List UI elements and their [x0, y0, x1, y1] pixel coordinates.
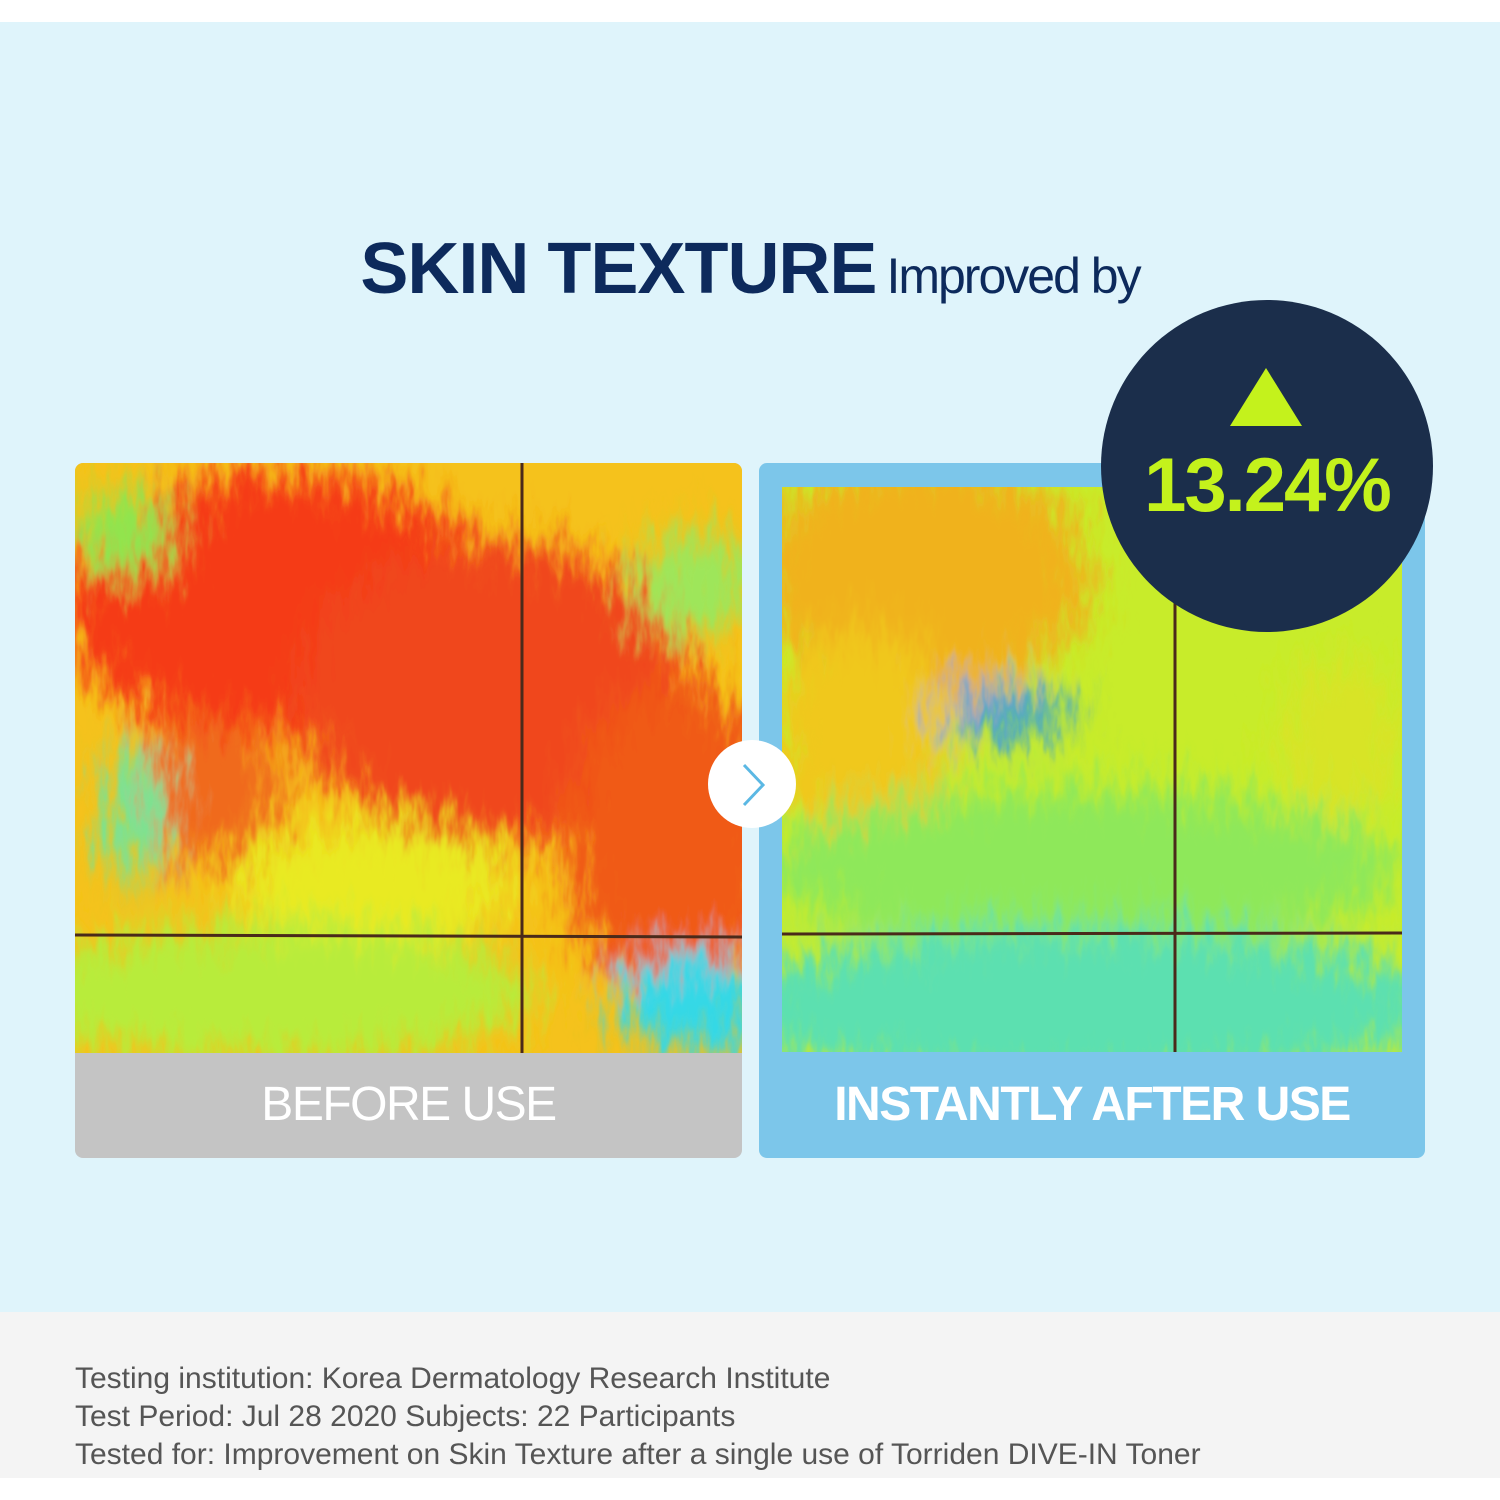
subtitle: Improved by [886, 248, 1141, 304]
arrow-button [708, 740, 796, 828]
footnote: Test Period: Jul 28 2020 Subjects: 22 Pa… [75, 1400, 736, 1433]
result-value: 13.24% [1144, 443, 1392, 528]
result-badge: 13.24% [1101, 300, 1433, 632]
headline: SKIN TEXTURE Improved by [0, 228, 1500, 310]
footnote: Testing institution: Korea Dermatology R… [75, 1362, 831, 1395]
footnote: Tested for: Improvement on Skin Texture … [75, 1438, 1201, 1471]
footer-background [0, 1312, 1500, 1478]
after-panel: INSTANTLY AFTER USE [759, 463, 1425, 1158]
footnotes: Testing institution: Korea Dermatology R… [75, 1360, 1201, 1474]
after-heatmap [782, 487, 1402, 1052]
before-heatmap [75, 463, 742, 1053]
after-label: INSTANTLY AFTER USE [834, 1078, 1351, 1131]
up-triangle [1230, 368, 1302, 426]
title: SKIN TEXTURE [360, 229, 877, 309]
before-panel: BEFORE USE [75, 463, 742, 1158]
before-label: BEFORE USE [261, 1078, 557, 1131]
